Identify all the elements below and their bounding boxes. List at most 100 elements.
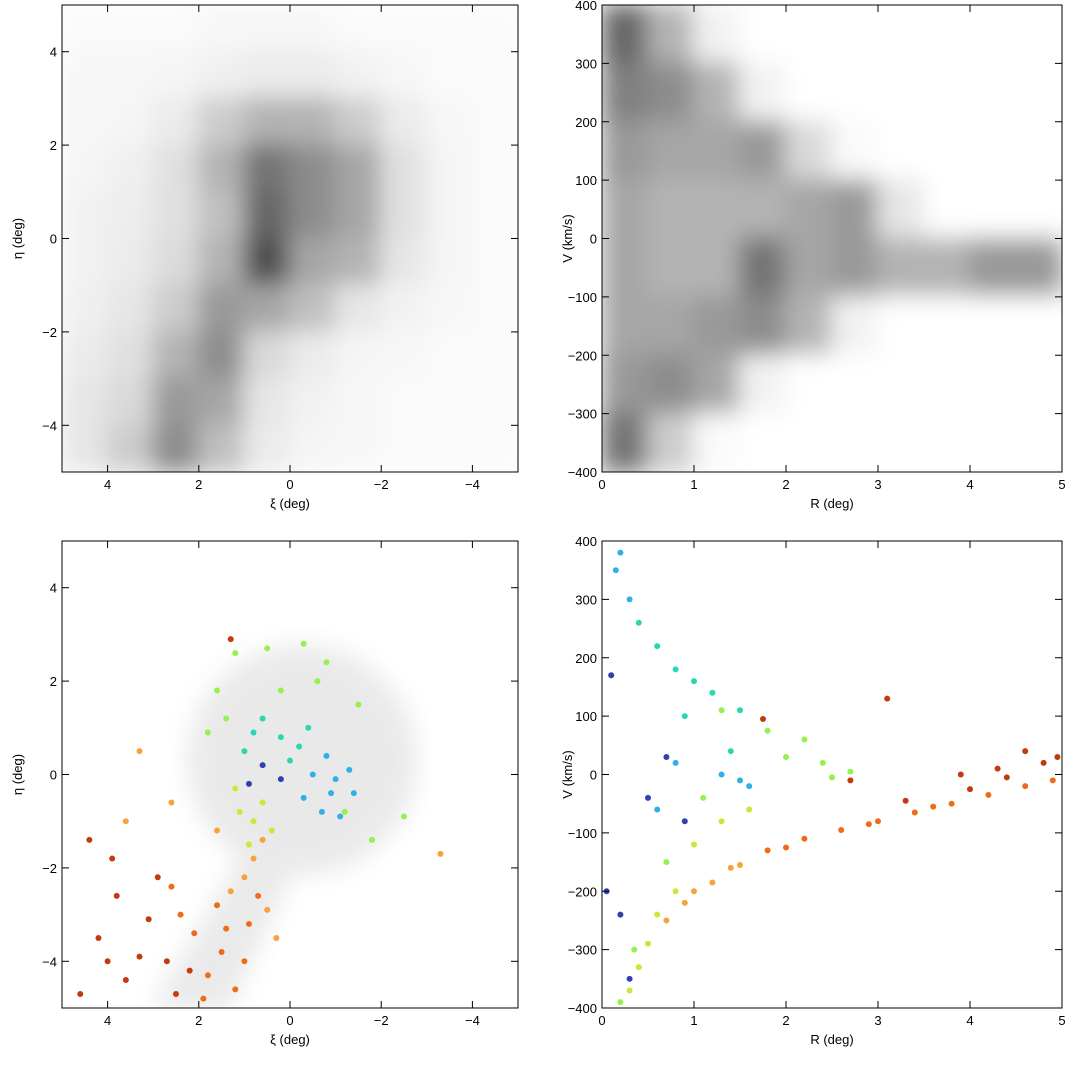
point: [95, 934, 102, 941]
point: [865, 821, 872, 828]
density-cell: [471, 377, 518, 427]
density-cell: [425, 144, 474, 193]
point: [250, 729, 257, 736]
density-cell: [425, 284, 474, 333]
point: [255, 892, 262, 899]
point: [191, 930, 198, 937]
x-tick-label: 0: [286, 1013, 293, 1028]
point: [245, 841, 252, 848]
density-cell: [197, 50, 246, 100]
density-cell: [923, 120, 971, 182]
point: [902, 797, 909, 804]
x-tick-label: −4: [465, 1013, 480, 1028]
point: [259, 715, 266, 722]
density-cell: [969, 354, 1017, 415]
point: [700, 794, 707, 801]
y-tick-label: −300: [568, 943, 597, 958]
point: [236, 808, 243, 815]
y-tick-label: 2: [50, 674, 57, 689]
density-cell: [334, 5, 383, 53]
x-tick-label: 2: [195, 477, 202, 492]
density-cell: [923, 5, 971, 65]
density-cell: [923, 412, 971, 472]
density-cell: [106, 190, 155, 240]
point: [1049, 777, 1056, 784]
point: [268, 827, 275, 834]
point: [663, 917, 670, 924]
point: [626, 987, 633, 994]
point: [654, 911, 661, 918]
x-axis-label: ξ (deg): [270, 496, 310, 511]
point: [645, 794, 651, 801]
density-cell: [693, 62, 741, 123]
point: [227, 888, 234, 895]
point: [727, 748, 734, 755]
y-axis-label: V (km/s): [560, 214, 575, 262]
density-cell: [969, 5, 1017, 65]
point: [341, 808, 348, 815]
point: [691, 888, 697, 895]
y-tick-label: −100: [568, 290, 597, 305]
density-cell: [1015, 5, 1062, 65]
density-cell: [62, 237, 109, 287]
point: [967, 786, 973, 793]
density-cell: [243, 330, 291, 380]
density-cell: [106, 144, 155, 193]
density-cell: [739, 354, 787, 415]
density-cell: [106, 5, 155, 53]
density-cell: [877, 5, 925, 65]
density-cell: [831, 179, 879, 240]
density-cell: [602, 412, 649, 472]
point: [746, 806, 753, 813]
density-cell: [380, 50, 428, 100]
point: [681, 713, 688, 720]
density-cell: [197, 424, 246, 472]
density-cell: [739, 62, 787, 123]
y-tick-label: 200: [575, 115, 597, 130]
point: [218, 948, 225, 955]
point: [1022, 748, 1029, 755]
point: [250, 855, 257, 862]
point: [245, 920, 252, 927]
point: [612, 567, 619, 574]
point: [760, 716, 766, 723]
density-cell: [969, 295, 1017, 357]
density-cell: [334, 330, 383, 380]
density-cell: [197, 284, 246, 333]
y-axis-label: η (deg): [10, 218, 25, 259]
density-cell: [62, 330, 109, 380]
y-axis-label: η (deg): [10, 754, 25, 795]
density-cell: [831, 412, 879, 472]
density-cell: [243, 97, 291, 147]
density-cell: [334, 50, 383, 100]
density-cell: [739, 412, 787, 472]
density-cell: [243, 424, 291, 472]
density-cell: [647, 120, 695, 182]
density-cell: [425, 377, 474, 427]
y-tick-label: −2: [42, 325, 57, 340]
density-cell: [602, 237, 649, 298]
point: [332, 776, 339, 783]
y-tick-label: 4: [50, 581, 57, 596]
density-cell: [106, 97, 155, 147]
x-tick-label: 4: [966, 477, 973, 492]
density-cell: [62, 5, 109, 53]
density-cell: [785, 412, 833, 472]
density-cell: [106, 284, 155, 333]
y-tick-label: 100: [575, 173, 597, 188]
point: [631, 946, 638, 953]
density-cell: [380, 190, 428, 240]
x-tick-label: 2: [782, 477, 789, 492]
density-cell: [243, 5, 291, 53]
point: [250, 818, 257, 825]
point: [948, 800, 955, 807]
density-cell: [877, 120, 925, 182]
density-cell: [197, 144, 246, 193]
point: [323, 752, 330, 759]
point: [154, 874, 161, 881]
density-cell: [693, 412, 741, 472]
point: [145, 916, 152, 923]
point: [672, 666, 679, 673]
plot-area: [77, 636, 444, 1002]
density-cell: [602, 295, 649, 357]
